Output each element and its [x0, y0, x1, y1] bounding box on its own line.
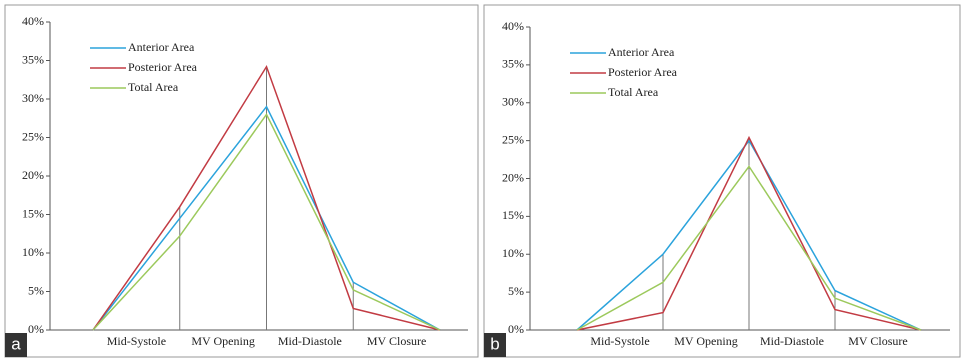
- y-tick-label: 15%: [502, 208, 524, 222]
- y-tick-label: 25%: [502, 132, 524, 146]
- x-category-label: MV Opening: [191, 334, 254, 348]
- y-tick-label: 30%: [22, 91, 44, 105]
- legend-label: Anterior Area: [608, 45, 675, 59]
- y-tick-label: 15%: [22, 206, 44, 220]
- y-tick-label: 10%: [502, 246, 524, 260]
- y-tick-label: 5%: [508, 284, 524, 298]
- legend-label: Total Area: [128, 80, 179, 94]
- y-tick-label: 35%: [502, 57, 524, 71]
- panel-label: b: [490, 334, 499, 353]
- panel-border: [483, 4, 961, 358]
- y-tick-label: 40%: [502, 19, 524, 33]
- series-line: [576, 135, 922, 331]
- y-tick-label: 30%: [502, 95, 524, 109]
- x-category-label: Mid-Systole: [590, 334, 649, 348]
- legend-label: Posterior Area: [128, 60, 198, 74]
- series-line: [576, 165, 922, 331]
- panel-border: [4, 4, 479, 358]
- series-line: [576, 139, 922, 331]
- panel-label-box: [5, 333, 27, 357]
- legend-label: Posterior Area: [608, 65, 678, 79]
- y-tick-label: 0%: [508, 322, 524, 336]
- x-category-label: Mid-Diastole: [278, 334, 342, 348]
- x-category-label: MV Closure: [848, 334, 907, 348]
- y-tick-label: 10%: [22, 245, 44, 259]
- y-tick-label: 20%: [22, 168, 44, 182]
- legend-label: Total Area: [608, 85, 659, 99]
- panel-label-box: [484, 333, 506, 357]
- legend-label: Anterior Area: [128, 40, 195, 54]
- y-tick-label: 40%: [22, 14, 44, 28]
- y-tick-label: 5%: [28, 283, 44, 297]
- x-category-label: MV Opening: [674, 334, 737, 348]
- series-line: [92, 105, 441, 331]
- x-category-label: Mid-Diastole: [760, 334, 824, 348]
- x-category-label: Mid-Systole: [107, 334, 166, 348]
- y-tick-label: 35%: [22, 52, 44, 66]
- series-line: [92, 112, 441, 331]
- y-tick-label: 25%: [22, 129, 44, 143]
- panel-label: a: [11, 334, 21, 353]
- series-line: [92, 64, 441, 331]
- y-tick-label: 20%: [502, 170, 524, 184]
- y-tick-label: 0%: [28, 322, 44, 336]
- x-category-label: MV Closure: [367, 334, 426, 348]
